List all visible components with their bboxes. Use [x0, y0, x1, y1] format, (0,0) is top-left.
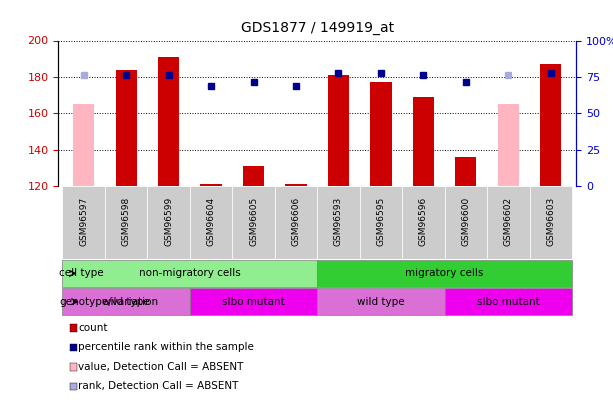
Bar [540, 64, 562, 186]
Bar [63, 288, 190, 315]
Text: rank, Detection Call = ABSENT: rank, Detection Call = ABSENT [78, 382, 238, 391]
Text: GSM96596: GSM96596 [419, 197, 428, 247]
Bar [360, 186, 402, 259]
Text: GSM96604: GSM96604 [207, 197, 216, 246]
Text: count: count [78, 323, 108, 333]
Bar [444, 186, 487, 259]
Text: GSM96599: GSM96599 [164, 197, 173, 247]
Bar [73, 104, 94, 186]
Bar [63, 186, 105, 259]
Bar [498, 104, 519, 186]
Bar [190, 288, 318, 315]
Bar [318, 260, 572, 287]
Bar [455, 157, 476, 186]
Text: genotype/variation: genotype/variation [59, 297, 158, 307]
Text: GSM96597: GSM96597 [79, 197, 88, 247]
Text: GSM96600: GSM96600 [462, 197, 470, 247]
Text: GSM96603: GSM96603 [546, 197, 555, 247]
Text: GSM96598: GSM96598 [121, 197, 131, 247]
Bar [190, 186, 232, 259]
Text: value, Detection Call = ABSENT: value, Detection Call = ABSENT [78, 362, 243, 372]
Text: migratory cells: migratory cells [405, 269, 484, 278]
Bar [318, 186, 360, 259]
Bar [200, 184, 222, 186]
Text: non-migratory cells: non-migratory cells [139, 269, 241, 278]
Bar [147, 186, 190, 259]
Text: GSM96605: GSM96605 [249, 197, 258, 247]
Bar [402, 186, 444, 259]
Text: GSM96593: GSM96593 [334, 197, 343, 247]
Text: cell type: cell type [59, 269, 104, 278]
Bar [318, 288, 444, 315]
Bar [413, 97, 434, 186]
Bar [444, 288, 572, 315]
Bar [286, 184, 306, 186]
Bar [63, 260, 318, 287]
Text: GSM96606: GSM96606 [292, 197, 300, 247]
Bar [370, 83, 392, 186]
Text: wild type: wild type [102, 297, 150, 307]
Text: slbo mutant: slbo mutant [477, 297, 539, 307]
Text: GSM96602: GSM96602 [504, 197, 513, 246]
Text: wild type: wild type [357, 297, 405, 307]
Bar [275, 186, 318, 259]
Bar [487, 186, 530, 259]
Text: GSM96595: GSM96595 [376, 197, 386, 247]
Bar [232, 186, 275, 259]
Bar [530, 186, 572, 259]
Bar [328, 75, 349, 186]
Text: percentile rank within the sample: percentile rank within the sample [78, 343, 254, 352]
Bar [158, 57, 179, 186]
Title: GDS1877 / 149919_at: GDS1877 / 149919_at [241, 21, 394, 35]
Bar [116, 70, 137, 186]
Bar [243, 166, 264, 186]
Text: slbo mutant: slbo mutant [222, 297, 285, 307]
Bar [105, 186, 147, 259]
